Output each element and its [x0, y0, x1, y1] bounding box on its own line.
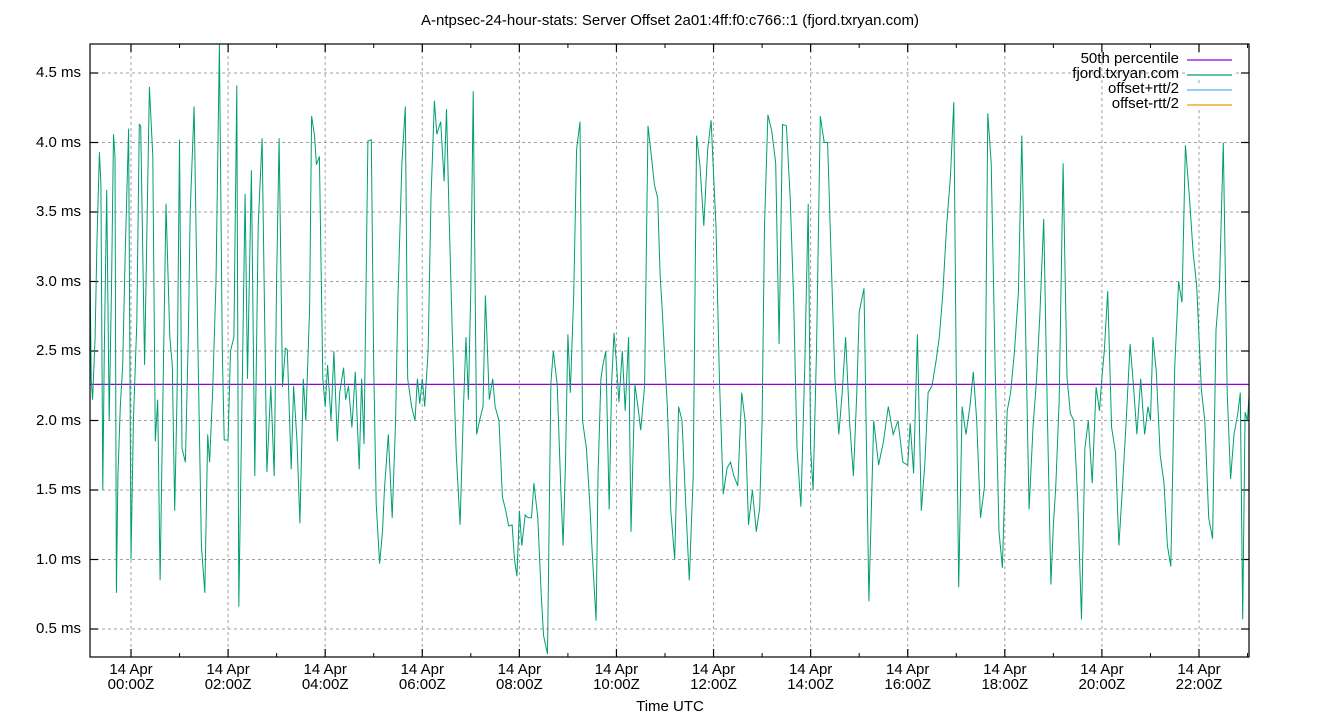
x-tick-label: 14 Apr 08:00Z — [496, 661, 543, 693]
x-tick-label: 14 Apr 10:00Z — [593, 661, 640, 693]
legend-item-label: fjord.txryan.com — [1072, 65, 1179, 82]
chart-title: A-ntpsec-24-hour-stats: Server Offset 2a… — [420, 12, 919, 29]
x-tick-label: 14 Apr 18:00Z — [981, 661, 1029, 693]
x-tick-label: 14 Apr 14:00Z — [787, 661, 834, 693]
legend-item-label: offset-rtt/2 — [1111, 95, 1179, 112]
y-tick-label: 0.5 ms — [35, 620, 81, 637]
x-tick-label: 14 Apr 16:00Z — [884, 661, 932, 693]
x-tick-label: 14 Apr 22:00Z — [1175, 661, 1223, 693]
offset-series-line — [89, 43, 1250, 655]
grid-lines — [90, 44, 1249, 657]
y-tick-label: 2.0 ms — [35, 411, 81, 429]
y-tick-label: 4.0 ms — [35, 133, 81, 151]
x-tick-label: 14 Apr 12:00Z — [690, 661, 737, 693]
x-tick-label: 14 Apr 00:00Z — [107, 661, 155, 693]
y-tick-label: 1.0 ms — [35, 550, 81, 568]
legend-item-label: 50th percentile — [1080, 50, 1179, 67]
x-axis-title: Time UTC — [636, 698, 704, 715]
x-tick-label: 14 Apr 06:00Z — [398, 661, 446, 693]
x-tick-label: 14 Apr 02:00Z — [204, 661, 252, 693]
x-tick-label: 14 Apr 20:00Z — [1078, 661, 1126, 693]
x-tick-label: 14 Apr 04:00Z — [301, 661, 349, 693]
plot-frame — [89, 43, 1250, 658]
y-tick-label: 1.5 ms — [35, 481, 81, 498]
legend-swatches — [1186, 53, 1234, 110]
y-tick-label: 4.5 ms — [35, 64, 81, 81]
y-tick-label: 2.5 ms — [35, 342, 81, 359]
y-tick-label: 3.0 ms — [35, 272, 81, 290]
legend-item-label: offset+rtt/2 — [1107, 80, 1179, 97]
y-tick-label: 3.5 ms — [35, 203, 81, 220]
